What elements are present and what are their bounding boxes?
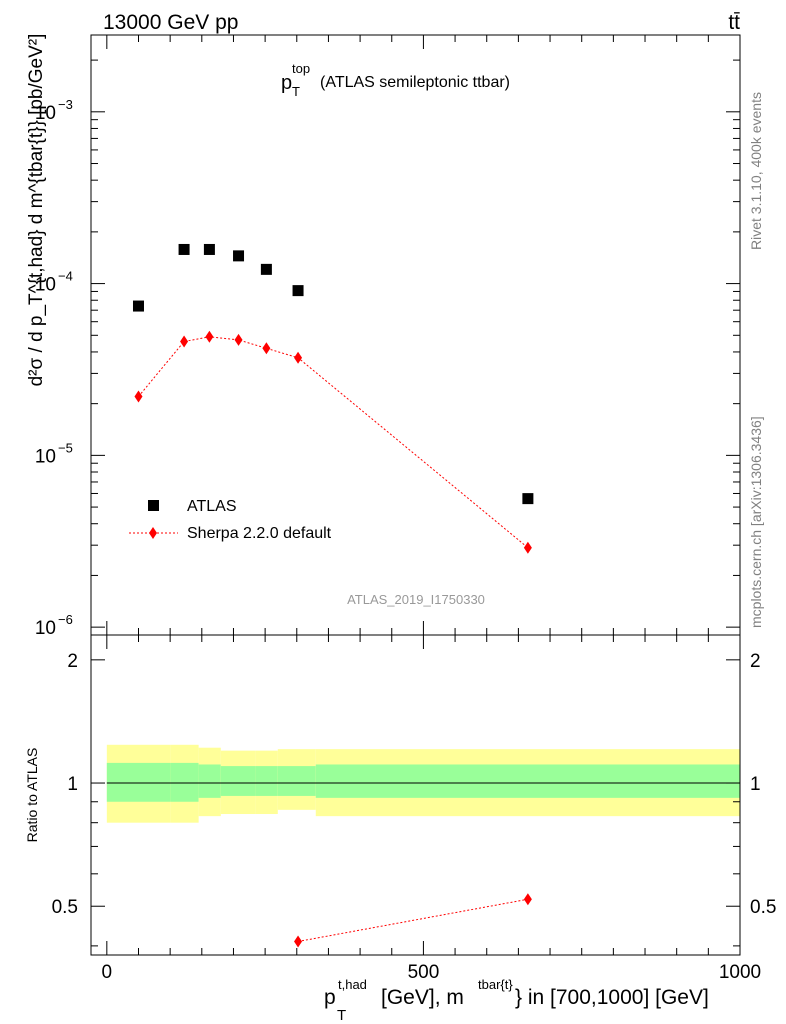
legend-atlas-label: ATLAS <box>187 498 237 515</box>
atlas-point <box>292 285 304 297</box>
rivet-version-label: Rivet 3.1.10, 400k events <box>748 92 764 250</box>
sherpa-point <box>294 351 303 364</box>
atlas-point <box>522 493 534 505</box>
sherpa-point <box>180 335 189 348</box>
legend-sherpa-marker <box>149 527 157 539</box>
main-ytick-label: 10 <box>35 618 56 639</box>
ratio-ytick-label-right: 2 <box>750 651 761 672</box>
atlas-point <box>203 243 215 255</box>
sherpa-point <box>523 541 532 554</box>
analysis-label: ATLAS_2019_I1750330 <box>347 592 485 607</box>
ratio-point <box>294 935 303 948</box>
ratio-xtick-label: 0 <box>102 962 113 983</box>
process-title: tt̄ <box>728 11 740 34</box>
ratio-ylabel: Ratio to ATLAS <box>24 748 40 843</box>
plot-title-rest: (ATLAS semileptonic ttbar) <box>320 74 510 91</box>
ratio-ytick-label-right: 1 <box>750 774 761 795</box>
mcplots-reference-label: mcplots.cern.ch [arXiv:1306.3436] <box>748 416 764 628</box>
ratio-plot-axes: 0.5 0.5 1 1 2 2 0 500 1000 <box>52 634 776 983</box>
main-plot: 10−310−410−510−6 p top T (ATLAS semilept… <box>26 34 741 639</box>
sherpa-line <box>138 336 529 549</box>
main-plot-axes: 10−310−410−510−6 <box>35 34 741 639</box>
ratio-point <box>523 893 532 906</box>
main-ytick-exponent: −3 <box>58 97 73 112</box>
ratio-xtick-label: 500 <box>408 962 440 983</box>
plot-title-p: p <box>281 72 292 94</box>
ratio-ytick-label-left: 2 <box>67 651 78 672</box>
ratio-plot: 0.5 0.5 1 1 2 2 0 500 1000 Ratio to ATLAS p t,ha… <box>24 634 776 1024</box>
ratio-plot-marks <box>294 893 532 948</box>
main-ytick-label: 10 <box>35 275 56 296</box>
legend-sherpa-label: Sherpa 2.2.0 default <box>187 525 332 542</box>
main-ytick-label: 10 <box>35 103 56 124</box>
plot-title-sub: T <box>292 84 300 99</box>
band-inner-bin <box>220 766 256 796</box>
main-ytick-exponent: −5 <box>58 440 73 455</box>
sherpa-point <box>134 390 143 403</box>
sherpa-point <box>205 330 214 343</box>
ratio-ytick-label-right: 0.5 <box>750 897 776 918</box>
main-plot-marks <box>132 243 534 554</box>
xlabel-sup2: tbar{t} <box>478 977 513 992</box>
plot-title: p <box>281 72 292 94</box>
xlabel-sub: T <box>337 1007 346 1024</box>
ratio-line <box>297 898 528 942</box>
ratio-xtick-label: 1000 <box>719 962 761 983</box>
atlas-point <box>260 263 272 275</box>
atlas-point <box>178 243 190 255</box>
xlabel-p: p <box>324 986 336 1009</box>
ratio-ytick-label-left: 0.5 <box>52 897 78 918</box>
band-inner-bin <box>170 762 199 802</box>
atlas-point <box>132 300 144 312</box>
sherpa-point <box>234 333 243 346</box>
sherpa-point <box>262 342 271 355</box>
plot-title-sup: top <box>292 61 310 76</box>
main-frame <box>90 34 741 636</box>
legend: ATLAS Sherpa 2.2.0 default <box>129 498 332 542</box>
xlabel-sup: t,had <box>338 977 367 992</box>
xlabel-rest2: } in [700,1000] [GeV] <box>515 986 709 1009</box>
ratio-ytick-label-left: 1 <box>67 774 78 795</box>
ratio-plot-bands <box>106 744 740 823</box>
ratio-frame <box>90 634 741 956</box>
main-ylabel: d²σ / d p_T^{t,had} d m^{tbar{t}} [pb/Ge… <box>26 34 47 387</box>
main-ytick-exponent: −6 <box>58 612 73 627</box>
energy-title: 13000 GeV pp <box>103 11 238 34</box>
atlas-point <box>233 250 245 262</box>
band-inner-bin <box>198 764 221 798</box>
main-ytick-exponent: −4 <box>58 269 73 284</box>
band-inner-bin <box>315 764 740 798</box>
main-ytick-label: 10 <box>35 446 56 467</box>
band-inner-bin <box>277 766 316 796</box>
band-inner-bin <box>255 766 278 796</box>
band-inner-bin <box>106 762 171 802</box>
legend-atlas-marker <box>148 500 159 511</box>
xlabel-rest1: [GeV], m <box>381 986 464 1009</box>
